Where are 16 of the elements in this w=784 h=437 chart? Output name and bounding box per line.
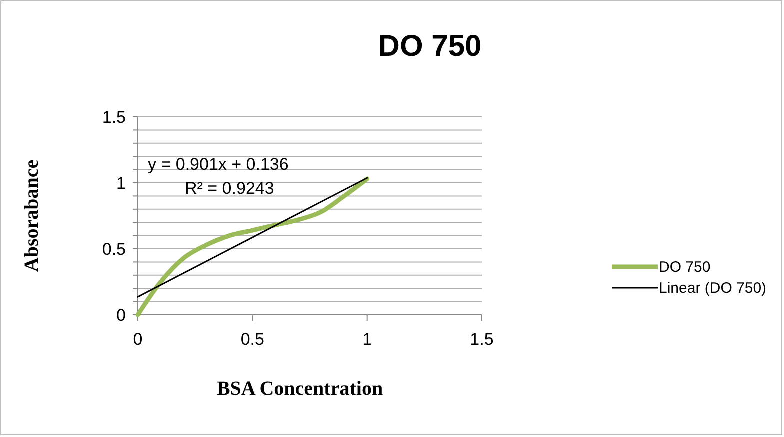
legend-label: Linear (DO 750) (659, 280, 767, 297)
x-tick-label: 1 (362, 330, 372, 349)
annotation: R² = 0.9243 (185, 179, 274, 198)
x-tick-label: 1.5 (470, 330, 494, 349)
annotation: y = 0.901x + 0.136 (148, 155, 289, 174)
chart-title: DO 750 (378, 30, 482, 63)
y-axis-title: Absorabance (21, 160, 43, 272)
x-tick-label: 0.5 (240, 330, 264, 349)
y-tick-label: 0.5 (102, 240, 126, 259)
y-tick-label: 1.5 (102, 108, 126, 127)
x-axis-title: BSA Concentration (216, 378, 384, 400)
line-series (136, 176, 370, 318)
y-tick-label: 1 (116, 174, 126, 193)
x-tick-label: 0 (133, 330, 143, 349)
legend-label: DO 750 (659, 259, 711, 276)
y-tick-label: 0 (116, 306, 126, 325)
